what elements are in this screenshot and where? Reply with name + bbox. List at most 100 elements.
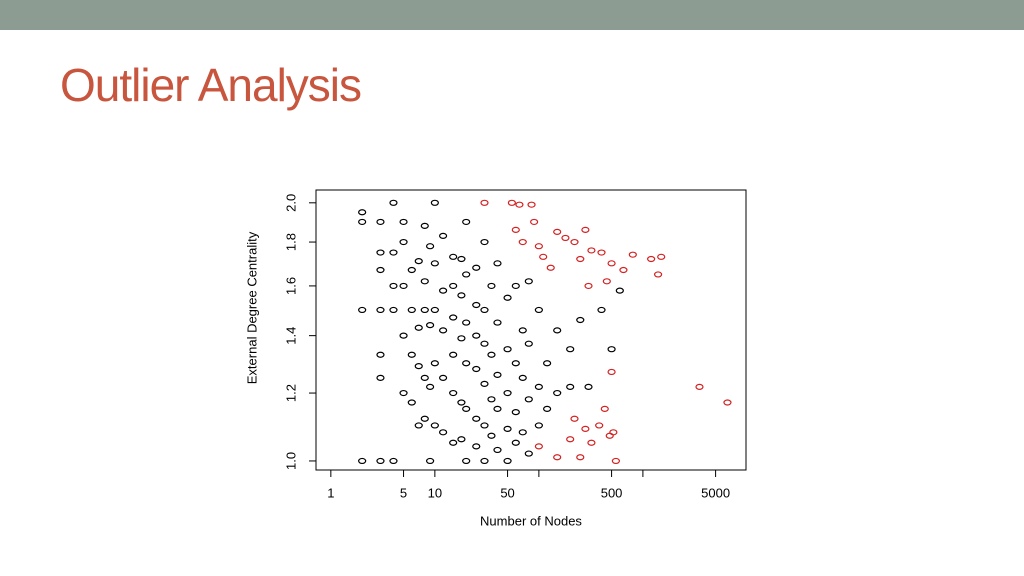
- y-tick-label: 1.4: [283, 327, 298, 345]
- point: [511, 282, 520, 290]
- point: [414, 363, 423, 370]
- point: [376, 249, 385, 256]
- point: [480, 238, 489, 246]
- point: [487, 396, 496, 403]
- point: [507, 199, 516, 206]
- x-tick-label: 50: [500, 485, 514, 500]
- point: [457, 436, 466, 443]
- point: [472, 443, 481, 450]
- point: [539, 253, 548, 260]
- point: [358, 218, 367, 226]
- x-tick-label: 10: [428, 485, 442, 500]
- point: [543, 360, 552, 367]
- point: [647, 255, 656, 263]
- point: [399, 332, 408, 339]
- point: [438, 327, 448, 334]
- point: [587, 439, 596, 446]
- y-axis-label: External Degree Centrality: [244, 231, 259, 384]
- point: [584, 282, 593, 290]
- point: [553, 228, 562, 235]
- point: [399, 389, 408, 397]
- point: [457, 292, 466, 299]
- header-band: [0, 0, 1024, 30]
- point: [425, 457, 435, 465]
- point: [430, 260, 439, 267]
- point: [420, 278, 429, 285]
- point: [530, 218, 539, 226]
- point: [611, 457, 620, 465]
- point: [425, 322, 435, 329]
- point: [503, 457, 512, 465]
- point: [553, 389, 562, 397]
- point: [457, 255, 466, 263]
- point: [566, 383, 575, 390]
- point: [723, 399, 732, 406]
- point: [487, 351, 496, 358]
- point: [472, 264, 481, 271]
- point: [449, 314, 458, 321]
- point: [553, 327, 562, 334]
- point: [493, 260, 502, 267]
- point: [389, 457, 398, 465]
- point: [518, 429, 527, 436]
- point: [576, 454, 585, 461]
- point: [553, 454, 562, 461]
- point: [534, 306, 543, 314]
- point: [534, 422, 543, 429]
- point: [493, 446, 502, 454]
- point: [524, 340, 533, 347]
- point: [399, 238, 408, 246]
- point: [566, 346, 575, 353]
- point: [587, 247, 596, 254]
- y-tick-label: 1.8: [283, 233, 298, 251]
- point: [457, 399, 466, 406]
- point: [462, 218, 471, 226]
- point: [527, 201, 536, 208]
- point: [546, 264, 555, 271]
- point: [420, 374, 429, 381]
- point: [430, 422, 439, 429]
- plot-frame: [315, 189, 747, 471]
- point: [503, 294, 512, 301]
- point: [503, 425, 512, 432]
- y-tick-label: 1.0: [283, 452, 298, 470]
- point: [449, 389, 458, 397]
- point: [430, 306, 439, 314]
- slide-title: Outlier Analysis: [60, 59, 362, 111]
- point: [576, 255, 585, 263]
- point: [503, 346, 512, 353]
- point: [570, 415, 579, 422]
- point: [449, 351, 458, 358]
- point: [449, 253, 458, 260]
- point: [480, 457, 489, 465]
- point: [425, 383, 435, 390]
- point: [524, 450, 533, 457]
- point: [430, 360, 439, 367]
- point: [487, 432, 496, 439]
- point: [518, 374, 527, 381]
- x-tick-label: 500: [601, 485, 623, 500]
- point: [581, 425, 590, 432]
- point: [584, 383, 593, 390]
- point: [493, 405, 502, 413]
- point: [480, 422, 489, 429]
- point: [414, 324, 423, 331]
- point: [389, 199, 398, 206]
- point: [358, 306, 367, 314]
- point: [480, 306, 489, 314]
- point: [615, 287, 624, 294]
- point: [358, 209, 367, 216]
- point: [430, 199, 439, 206]
- point: [472, 301, 481, 309]
- point: [449, 439, 458, 446]
- point: [376, 374, 385, 381]
- point: [487, 282, 496, 290]
- point: [358, 457, 367, 465]
- point: [524, 396, 533, 403]
- point: [457, 335, 466, 342]
- point: [472, 415, 481, 422]
- point: [607, 368, 616, 376]
- point: [600, 405, 609, 413]
- point: [561, 234, 570, 242]
